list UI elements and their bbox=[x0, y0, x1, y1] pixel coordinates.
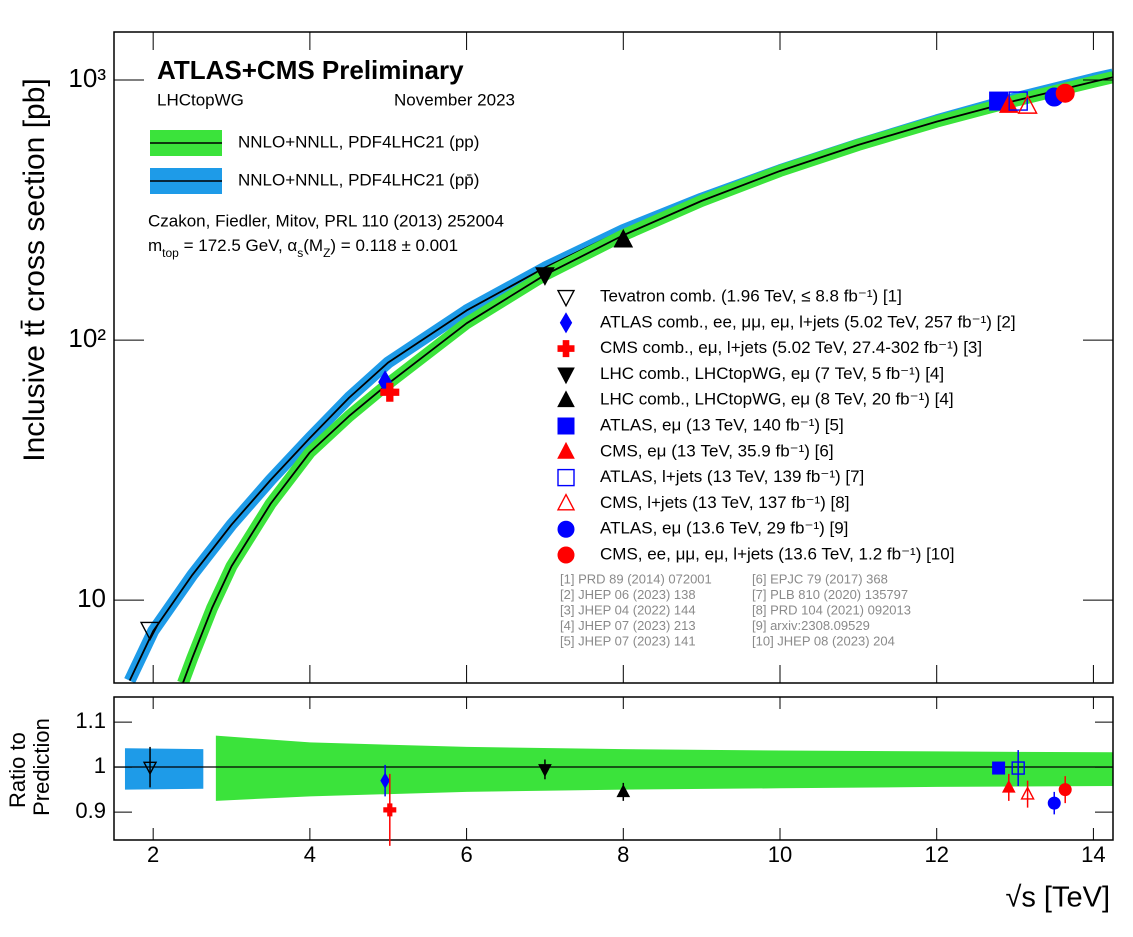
title: ATLAS+CMS Preliminary bbox=[157, 55, 464, 85]
legend-marker bbox=[557, 367, 575, 385]
ratio-frame bbox=[113, 696, 1114, 841]
legend-label: CMS, ee, μμ, eμ, l+jets (13.6 TeV, 1.2 f… bbox=[600, 544, 954, 563]
marker bbox=[1008, 91, 1028, 111]
legend-marker bbox=[557, 417, 575, 435]
reference: [6] EPJC 79 (2017) 368 bbox=[752, 571, 888, 586]
legend-marker bbox=[557, 468, 575, 487]
marker bbox=[1011, 761, 1025, 775]
legend-label: NNLO+NNLL, PDF4LHC21 (pp̄) bbox=[238, 170, 479, 189]
legend-marker bbox=[557, 390, 575, 408]
group-label: LHCtopWG bbox=[157, 90, 244, 109]
ratio-y-tick-label: 1 bbox=[94, 753, 106, 778]
legend-marker bbox=[557, 546, 575, 564]
legend-label: ATLAS comb., ee, μμ, eμ, l+jets (5.02 Te… bbox=[600, 312, 1016, 331]
marker bbox=[1047, 796, 1061, 810]
marker bbox=[1058, 783, 1072, 797]
ratio-y-label: Ratio to Prediction bbox=[5, 718, 54, 816]
x-tick-label: 10 bbox=[768, 842, 792, 867]
legend-marker bbox=[559, 312, 573, 334]
reference: [2] JHEP 06 (2023) 138 bbox=[560, 587, 696, 602]
reference: [10] JHEP 08 (2023) 204 bbox=[752, 633, 895, 648]
reference: [3] JHEP 04 (2022) 144 bbox=[560, 602, 696, 617]
legend-marker bbox=[557, 441, 575, 459]
x-tick-label: 8 bbox=[617, 842, 629, 867]
x-tick-label: 6 bbox=[460, 842, 472, 867]
marker bbox=[1055, 83, 1075, 103]
reference: [7] PLB 810 (2020) 135797 bbox=[752, 587, 908, 602]
marker bbox=[613, 228, 634, 248]
annotation: Czakon, Fiedler, Mitov, PRL 110 (2013) 2… bbox=[148, 211, 504, 230]
marker bbox=[383, 803, 397, 817]
ratio-y-tick-label: 1.1 bbox=[75, 708, 106, 733]
theory-band-ratio bbox=[124, 748, 204, 790]
marker bbox=[380, 382, 400, 402]
legend-label: CMS, l+jets (13 TeV, 137 fb⁻¹) [8] bbox=[600, 493, 849, 512]
ratio-plot bbox=[124, 735, 1113, 801]
ratio-y-label-line: Ratio to bbox=[5, 732, 30, 808]
annotation: mtop = 172.5 GeV, αs(MZ) = 0.118 ± 0.001 bbox=[148, 236, 458, 260]
legend-label: LHC comb., LHCtopWG, eμ (7 TeV, 5 fb⁻¹) … bbox=[600, 364, 944, 383]
reference: [4] JHEP 07 (2023) 213 bbox=[560, 618, 696, 633]
x-tick-label: 14 bbox=[1081, 842, 1105, 867]
marker bbox=[380, 772, 390, 789]
x-tick-label: 4 bbox=[304, 842, 316, 867]
marker bbox=[538, 764, 552, 778]
annotation-part: top bbox=[162, 246, 179, 260]
annotation-part: m bbox=[148, 236, 162, 255]
marker bbox=[992, 761, 1006, 775]
annotation-part: (M bbox=[303, 236, 323, 255]
ratio-y-tick-label: 0.9 bbox=[75, 798, 106, 823]
legend-marker bbox=[557, 520, 575, 538]
reference: [1] PRD 89 (2014) 072001 bbox=[560, 571, 712, 586]
reference: [9] arxiv:2308.09529 bbox=[752, 618, 870, 633]
y-tick-label: 10² bbox=[68, 323, 106, 353]
annotation-part: = 172.5 GeV, α bbox=[179, 236, 298, 255]
legend-label: LHC comb., LHCtopWG, eμ (8 TeV, 20 fb⁻¹)… bbox=[600, 390, 954, 409]
marker bbox=[616, 784, 631, 798]
legend-label: NNLO+NNLL, PDF4LHC21 (pp) bbox=[238, 132, 479, 151]
annotation-part: Z bbox=[323, 246, 330, 260]
x-axis-label: √s [TeV] bbox=[1005, 882, 1110, 914]
legend-label: Tevatron comb. (1.96 TeV, ≤ 8.8 fb⁻¹) [1… bbox=[600, 286, 902, 305]
main-plot bbox=[124, 68, 1113, 683]
theory-band-ratio bbox=[215, 735, 1113, 801]
reference: [8] PRD 104 (2021) 092013 bbox=[752, 602, 911, 617]
annotation-part: s bbox=[297, 246, 303, 260]
y-tick-label: 10³ bbox=[68, 63, 106, 93]
legend-label: ATLAS, eμ (13.6 TeV, 29 fb⁻¹) [9] bbox=[600, 519, 848, 538]
legend-label: ATLAS, l+jets (13 TeV, 139 fb⁻¹) [7] bbox=[600, 467, 864, 486]
x-tick-label: 2 bbox=[147, 842, 159, 867]
legend-label: CMS, eμ (13 TeV, 35.9 fb⁻¹) [6] bbox=[600, 441, 834, 460]
date-label: November 2023 bbox=[394, 90, 515, 109]
legend-marker bbox=[556, 493, 576, 511]
ratio-y-label-line: Prediction bbox=[29, 718, 54, 816]
marker bbox=[1017, 94, 1038, 114]
annotation-part: ) = 0.118 ± 0.001 bbox=[330, 236, 458, 255]
x-tick-label: 12 bbox=[924, 842, 948, 867]
legend-label: ATLAS, eμ (13 TeV, 140 fb⁻¹) [5] bbox=[600, 415, 844, 434]
legend-label: CMS comb., eμ, l+jets (5.02 TeV, 27.4-30… bbox=[600, 338, 982, 357]
y-axis-label: Inclusive tt̄ cross section [pb] bbox=[18, 78, 51, 462]
legend-marker bbox=[557, 340, 575, 358]
marker bbox=[535, 267, 555, 286]
marker bbox=[1001, 779, 1016, 793]
main-frame bbox=[113, 31, 1114, 684]
y-tick-label: 10 bbox=[77, 583, 106, 613]
legend-marker bbox=[556, 289, 576, 308]
reference: [5] JHEP 07 (2023) 141 bbox=[560, 633, 696, 648]
marker bbox=[139, 621, 161, 642]
marker bbox=[1020, 786, 1035, 800]
marker bbox=[142, 761, 158, 776]
theory-line bbox=[182, 76, 1113, 683]
